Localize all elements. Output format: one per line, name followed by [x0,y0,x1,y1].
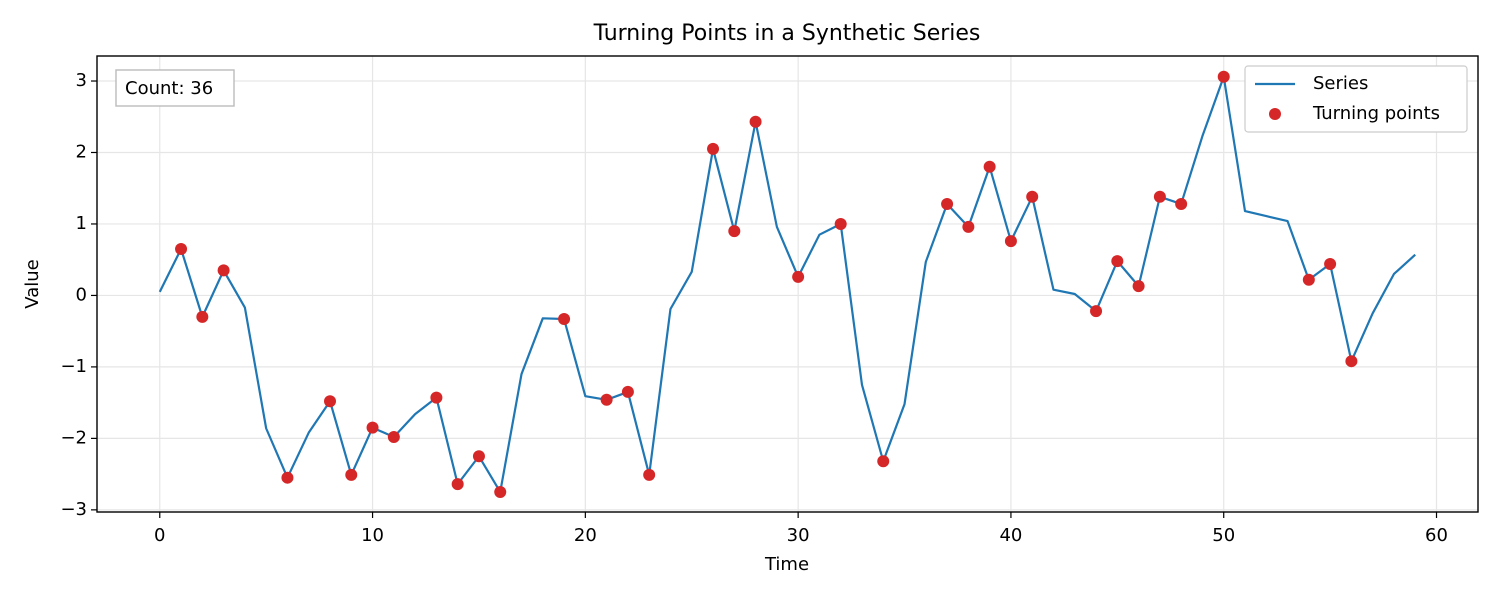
turning-point [834,217,847,230]
turning-point [430,391,443,404]
turning-point [472,450,485,463]
turning-point [749,115,762,128]
turning-point [1324,257,1337,270]
plot-frame [96,55,1479,513]
turning-point [281,471,294,484]
turning-point [600,393,613,406]
annotation: Count: 36 [125,78,213,99]
turning-point [643,468,656,481]
turning-point [366,421,379,434]
turning-point [558,313,571,326]
y-tick-label: 0 [76,284,87,305]
x-tick-label: 0 [154,525,165,546]
turning-point [983,160,996,173]
turning-point [324,395,337,408]
x-axis-label: Time [764,554,809,575]
legend-label: Turning points [1312,103,1440,124]
legend-label: Series [1313,73,1368,94]
turning-point [1217,70,1230,83]
turning-point [451,478,464,491]
turning-point [1302,273,1315,286]
legend-swatch [1269,108,1281,120]
turning-point [1026,190,1039,203]
turning-point [345,468,358,481]
y-axis-label: Value [22,259,43,308]
x-tick-label: 10 [361,525,384,546]
legend-box [1244,65,1468,133]
x-tick-label: 40 [999,525,1022,546]
y-tick-label: −3 [60,499,87,520]
turning-point [941,197,954,210]
turning-point [196,310,209,323]
x-tick-label: 30 [787,525,810,546]
x-tick-label: 20 [574,525,597,546]
turning-point [1090,305,1103,318]
turning-point [1004,235,1017,248]
y-tick-label: −2 [60,427,87,448]
turning-point [1111,255,1124,268]
turning-point [217,264,230,277]
turning-point [707,142,720,155]
annotation-box [115,69,235,107]
chart-title: Turning Points in a Synthetic Series [593,21,981,46]
series-line [158,75,1416,494]
y-tick-label: 3 [76,70,87,91]
turning-point [1175,197,1188,210]
x-tick-label: 50 [1212,525,1235,546]
turning-point [1153,190,1166,203]
turning-point [728,225,741,238]
turning-point [621,385,634,398]
turning-point [387,430,400,443]
y-tick-label: 1 [76,213,87,234]
turning-point [175,242,188,255]
turning-point [962,220,975,233]
turning-point [1132,280,1145,293]
y-tick-label: 2 [76,141,87,162]
y-tick-label: −1 [60,356,87,377]
turning-point [792,270,805,283]
turning-point [1345,355,1358,368]
x-tick-label: 60 [1425,525,1448,546]
turning-point [494,485,507,498]
turning-point [877,455,890,468]
